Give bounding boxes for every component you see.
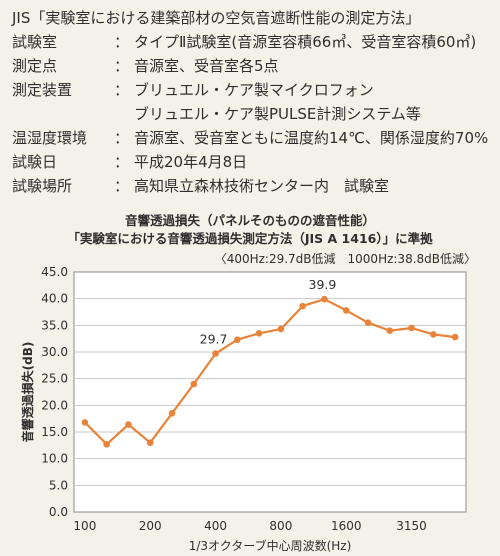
data-point — [212, 350, 219, 357]
y-tick-label: 0.0 — [49, 505, 68, 519]
y-tick-label: 40.0 — [41, 292, 68, 306]
y-tick-label: 30.0 — [41, 345, 68, 359]
info-separator: ： — [114, 129, 130, 147]
data-point — [299, 302, 306, 310]
data-label: 39.9 — [309, 277, 337, 292]
info-value: 音源室、受音室ともに温度約14℃、関係湿度約70% — [134, 129, 489, 147]
data-point — [386, 327, 394, 334]
chart-note: 〈400Hz:29.7dB低減 1000Hz:38.8dB低減〉 — [214, 252, 476, 266]
data-label: 29.7 — [200, 332, 228, 347]
info-separator: ： — [114, 33, 130, 51]
info-value: ブリュエル・ケア製マイクロフォン — [134, 81, 374, 99]
data-labels: 29.7 39.9 — [200, 277, 337, 346]
data-point — [234, 336, 241, 344]
x-tick-labels: 100 200 400 800 1600 3150 — [73, 519, 426, 533]
info-value: 高知県立森林技術センター内 試験室 — [134, 177, 390, 195]
info-label: 試験日 — [12, 153, 58, 171]
data-point — [430, 331, 437, 338]
info-value: 音源室、受音室各5点 — [134, 57, 279, 75]
info-label: 試験場所 — [12, 177, 73, 195]
data-point — [451, 333, 459, 341]
y-tick-label: 10.0 — [41, 452, 68, 466]
info-row-test-date: 試験日 ： 平成20年4月8日 — [12, 150, 492, 174]
data-point — [321, 295, 328, 303]
chart-title: 音響透過損失（パネルそのものの遮音性能） — [124, 213, 375, 228]
info-label: 温湿度環境 — [12, 129, 88, 147]
x-tick-label: 3150 — [396, 519, 427, 533]
info-row-measure-points: 測定点 ： 音源室、受音室各5点 — [12, 54, 492, 78]
data-point — [190, 380, 198, 388]
info-row-equipment: 測定装置 ： ブリュエル・ケア製マイクロフォン — [12, 78, 492, 102]
data-point — [364, 319, 372, 326]
info-separator: ： — [114, 57, 130, 75]
info-value: 平成20年4月8日 — [134, 153, 248, 171]
data-point — [255, 330, 263, 337]
y-axis-label: 音響透過損失(dB) — [20, 342, 35, 443]
standard-heading: JIS「実験室における建築部材の空気音遮断性能の測定方法」 — [12, 9, 421, 27]
info-row-test-location: 試験場所 ： 高知県立森林技術センター内 試験室 — [12, 174, 492, 198]
plot-area — [73, 271, 467, 513]
test-info: JIS「実験室における建築部材の空気音遮断性能の測定方法」 試験室 ： タイプⅡ… — [12, 6, 492, 198]
x-tick-label: 100 — [73, 519, 96, 533]
chart-subtitle: 「実験室における音響透過損失測定方法（JIS A 1416）」に準拠 — [67, 231, 433, 246]
y-tick-label: 20.0 — [41, 398, 68, 412]
series-line — [84, 298, 456, 446]
x-tick-label: 1600 — [331, 519, 362, 533]
info-label: 測定点 — [12, 57, 58, 75]
info-label: 測定装置 — [12, 81, 73, 99]
data-point — [103, 440, 110, 448]
y-tick-label: 45.0 — [41, 265, 68, 279]
data-point — [408, 324, 415, 332]
info-separator: ： — [114, 153, 130, 171]
y-tick-label: 5.0 — [49, 478, 68, 492]
y-tick-label: 15.0 — [41, 425, 68, 439]
gridlines — [74, 298, 466, 486]
info-row-environment: 温湿度環境 ： 音源室、受音室ともに温度約14℃、関係湿度約70% — [12, 126, 492, 150]
x-tick-label: 800 — [269, 519, 292, 533]
y-tick-label: 35.0 — [41, 318, 68, 332]
x-axis-label: 1/3オクターブ中心周波数(Hz) — [189, 538, 352, 553]
info-value-equipment-cont: ブリュエル・ケア製PULSE計測システム等 — [134, 105, 421, 123]
info-row-test-room: 試験室 ： タイプⅡ試験室(音源室容積66㎥、受音室容積60㎥) — [12, 30, 492, 54]
info-value: タイプⅡ試験室(音源室容積66㎥、受音室容積60㎥) — [134, 33, 477, 51]
data-point — [146, 439, 154, 446]
info-separator: ： — [114, 81, 130, 99]
data-point — [168, 410, 176, 417]
data-point — [342, 307, 350, 314]
info-separator: ： — [114, 177, 130, 195]
y-tick-labels: 0.0 5.0 10.0 15.0 20.0 25.0 30.0 35.0 40.0 45.0 — [41, 265, 68, 519]
y-tick-label: 25.0 — [41, 372, 68, 386]
data-point — [81, 419, 89, 426]
data-points — [81, 295, 459, 448]
info-label: 試験室 — [12, 33, 58, 51]
data-point — [125, 421, 132, 428]
x-tick-label: 200 — [139, 519, 162, 533]
x-tick-label: 400 — [204, 519, 227, 533]
data-point — [277, 325, 285, 333]
